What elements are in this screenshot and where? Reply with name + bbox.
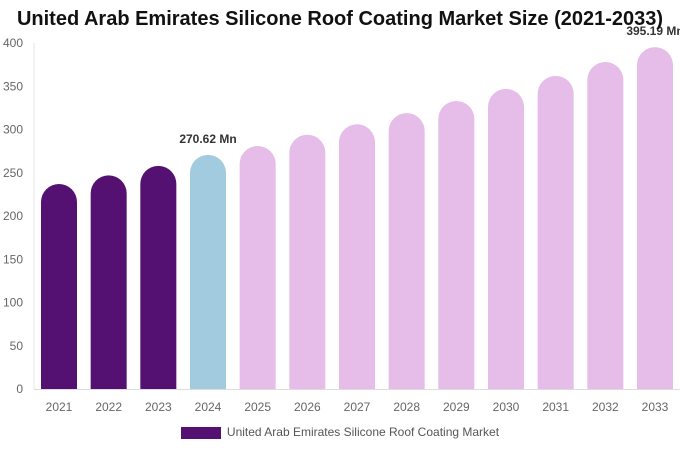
legend-swatch (180, 426, 221, 439)
y-tick-label: 400 (3, 36, 23, 50)
y-tick-label: 100 (3, 296, 23, 310)
x-tick-label: 2028 (393, 400, 420, 414)
bar-2033 (637, 47, 673, 390)
bar-2023 (140, 165, 177, 389)
x-tick-label: 2031 (542, 400, 569, 414)
x-tick-label: 2021 (46, 400, 73, 414)
y-tick-label: 50 (10, 339, 24, 353)
x-tick-label: 2027 (344, 400, 371, 414)
chart-title: United Arab Emirates Silicone Roof Coati… (16, 8, 664, 30)
data-label: 270.62 Mn (179, 132, 236, 146)
bar-2029 (438, 100, 475, 389)
legend-label: United Arab Emirates Silicone Roof Coati… (226, 425, 500, 439)
bar-2027 (339, 124, 375, 390)
y-tick-label: 350 (3, 79, 23, 93)
x-tick-label: 2032 (592, 400, 619, 414)
x-tick-label: 2025 (244, 400, 271, 414)
bar-2024 (190, 154, 226, 389)
bar-2021 (41, 184, 77, 389)
bar-2031 (537, 75, 574, 390)
bar-2025 (239, 145, 276, 389)
x-tick-label: 2024 (195, 400, 222, 414)
y-tick-label: 0 (16, 382, 23, 396)
legend: United Arab Emirates Silicone Roof Coati… (0, 425, 680, 439)
y-tick-label: 200 (3, 209, 23, 223)
x-tick-label: 2029 (443, 400, 470, 414)
y-tick-label: 300 (3, 123, 23, 137)
x-tick-label: 2023 (145, 400, 172, 414)
x-tick-label: 2022 (95, 400, 122, 414)
bar-2030 (488, 88, 524, 389)
bar-2026 (289, 134, 326, 389)
y-tick-label: 250 (3, 166, 23, 180)
bar-2022 (90, 175, 127, 389)
y-tick-label: 150 (3, 252, 23, 266)
x-tick-label: 2026 (294, 400, 321, 414)
data-label: 395.19 Mn (626, 24, 680, 38)
bar-2028 (388, 113, 425, 389)
bar-2032 (587, 62, 624, 390)
x-tick-label: 2030 (493, 400, 520, 414)
x-tick-label: 2033 (642, 400, 669, 414)
